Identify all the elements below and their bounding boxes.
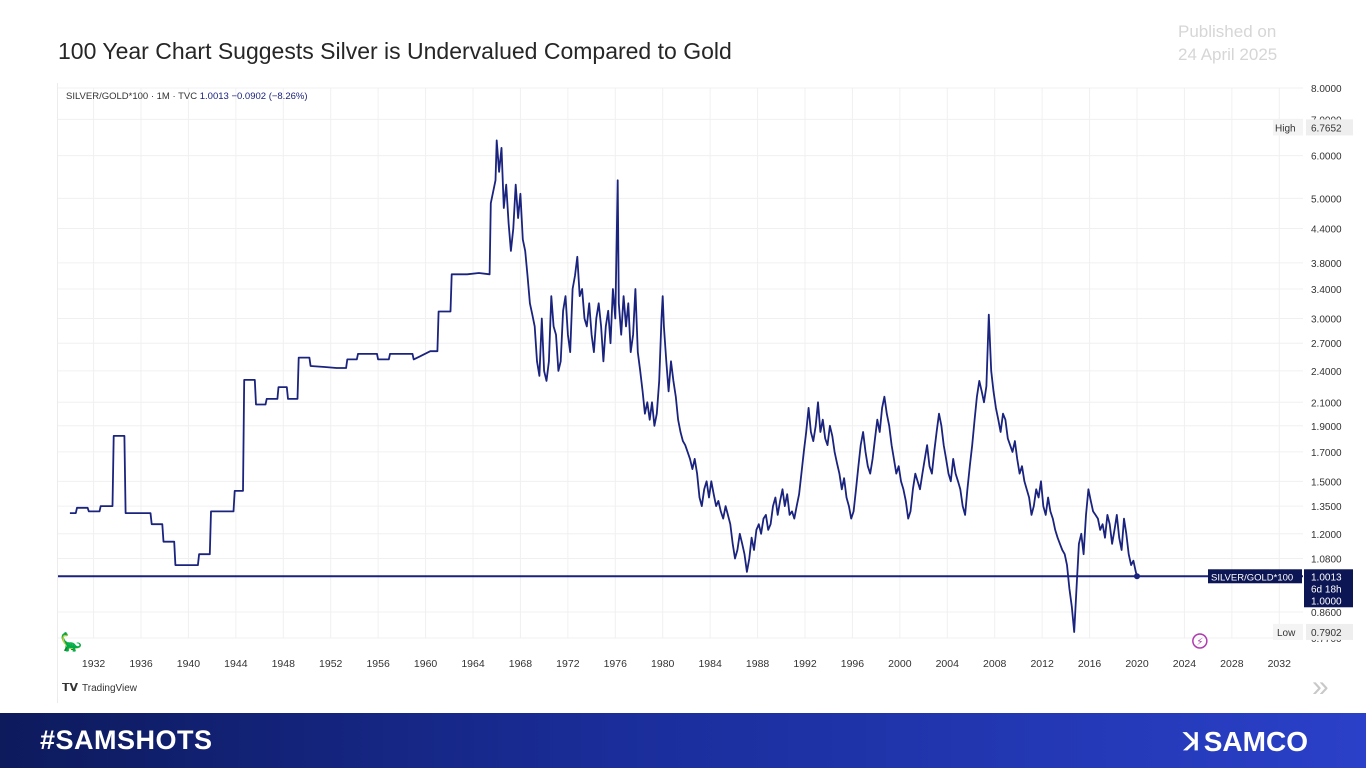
high-label: High (1275, 123, 1296, 134)
y-tick-label: 4.4000 (1311, 224, 1342, 235)
x-tick-label: 2004 (936, 658, 960, 670)
price-chart[interactable]: 8.00007.00006.00005.00004.40003.80003.40… (58, 83, 1366, 703)
x-tick-label: 1964 (461, 658, 485, 670)
chart-panel[interactable]: 8.00007.00006.00005.00004.40003.80003.40… (57, 83, 1366, 703)
x-tick-label: 1956 (366, 658, 390, 670)
y-tick-label: 6.0000 (1311, 152, 1342, 163)
slide-title: 100 Year Chart Suggests Silver is Underv… (58, 38, 732, 64)
chart-header[interactable]: SILVER/GOLD*100 · 1M · TVC 1.0013 −0.090… (66, 91, 308, 102)
x-tick-label: 1932 (82, 658, 106, 670)
y-tick-label: 5.0000 (1311, 194, 1342, 205)
y-tick-label: 1.0800 (1311, 555, 1342, 566)
x-tick-label: 2028 (1220, 658, 1244, 670)
lightning-glyph: ⚡ (1196, 637, 1203, 648)
low-value-bg (1306, 623, 1353, 640)
x-tick-label: 1976 (604, 658, 628, 670)
y-tick-label: 1.3500 (1311, 502, 1342, 513)
x-tick-label: 1984 (698, 658, 722, 670)
x-tick-label: 1972 (556, 658, 580, 670)
tradingview-watermark: TradingView (82, 683, 138, 694)
x-tick-label: 1980 (651, 658, 675, 670)
price-value: 1.0013 (1311, 572, 1342, 583)
low-label: Low (1277, 628, 1296, 639)
y-tick-label: 8.0000 (1311, 84, 1342, 95)
low-value: 0.7902 (1311, 628, 1342, 639)
y-tick-label: 1.7000 (1311, 448, 1342, 459)
x-tick-label: 1944 (224, 658, 248, 670)
x-tick-label: 1968 (509, 658, 533, 670)
y-tick-label: 1.5000 (1311, 477, 1342, 488)
published-label: Published on (1178, 22, 1277, 41)
high-label-bg (1273, 119, 1303, 136)
brand-name: SAMCO (1203, 726, 1308, 757)
low-label-bg (1273, 623, 1303, 640)
series-tag-bg (1208, 569, 1302, 584)
published-date: Published on 24 April 2025 (1178, 20, 1277, 66)
x-tick-label: 2000 (888, 658, 912, 670)
y-tick-label: 1.2000 (1311, 530, 1342, 541)
footer-hashtag: #SAMSHOTS (40, 725, 213, 755)
x-tick-label: 1988 (746, 658, 770, 670)
high-value-bg (1306, 119, 1353, 136)
y-tick-label: 2.7000 (1311, 339, 1342, 350)
x-tick-label: 1940 (177, 658, 201, 670)
countdown-value: 6d 18h (1311, 584, 1342, 595)
x-tick-label: 1948 (272, 658, 296, 670)
x-tick-label: 1996 (841, 658, 865, 670)
x-tick-label: 2032 (1268, 658, 1292, 670)
y-tick-label: 3.0000 (1311, 314, 1342, 325)
y-tick-label: 3.8000 (1311, 259, 1342, 270)
x-tick-label: 2016 (1078, 658, 1102, 670)
y-tick-label: 0.8600 (1311, 608, 1342, 619)
footer-banner: #SAMSHOTS ꓘ SAMCO (0, 713, 1366, 768)
y-tick-label: 2.4000 (1311, 367, 1342, 378)
x-tick-label: 1992 (793, 658, 817, 670)
dino-icon: 🦕 (60, 631, 82, 653)
chevron-right-icon[interactable]: » (1312, 670, 1329, 703)
tradingview-logo-icon: 𝗧𝗩 (62, 682, 79, 694)
x-tick-label: 1952 (319, 658, 343, 670)
x-tick-label: 1936 (129, 658, 153, 670)
y-tick-label: 1.9000 (1311, 422, 1342, 433)
price-box (1304, 569, 1353, 608)
lightning-icon (1192, 633, 1208, 649)
series-tag: SILVER/GOLD*100 (1211, 572, 1293, 583)
y-tick-label: 3.4000 (1311, 285, 1342, 296)
published-value: 24 April 2025 (1178, 45, 1278, 64)
x-tick-label: 2012 (1030, 658, 1054, 670)
high-value: 6.7652 (1311, 123, 1342, 134)
x-tick-label: 1960 (414, 658, 438, 670)
extra-value: 1.0000 (1311, 596, 1342, 607)
last-price-dot (1134, 573, 1140, 580)
x-tick-label: 2008 (983, 658, 1007, 670)
samco-logo-icon: ꓘ (1184, 728, 1200, 756)
y-tick-label: 2.1000 (1311, 398, 1342, 409)
samco-logo[interactable]: ꓘ SAMCO (1184, 726, 1308, 758)
series-line (69, 139, 1138, 633)
x-tick-label: 2024 (1173, 658, 1197, 670)
x-tick-label: 2020 (1125, 658, 1149, 670)
